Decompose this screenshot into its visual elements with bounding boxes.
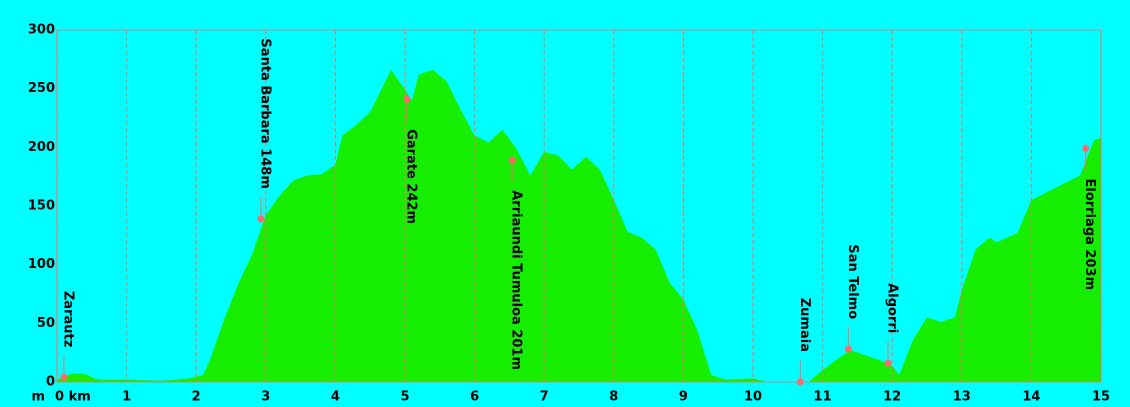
- waypoint-label: Algorri: [885, 283, 900, 333]
- y-tick-label: 200: [28, 140, 55, 155]
- y-tick-label: 0: [46, 375, 55, 390]
- waypoint-label: Zarautz: [60, 291, 75, 347]
- y-tick-label: 150: [28, 199, 55, 214]
- x-tick-label: 9: [679, 390, 688, 405]
- x-tick-label: 1: [122, 390, 131, 405]
- waypoint-label: Garate 242m: [404, 129, 419, 224]
- y-tick-label: 250: [28, 81, 55, 96]
- y-tick-label: 50: [37, 316, 55, 331]
- x-tick-label: 7: [540, 390, 549, 405]
- x-tick-label: 5: [400, 390, 409, 405]
- waypoint-marker: [508, 156, 516, 164]
- x-tick-label: 11: [814, 390, 832, 405]
- waypoint-label: Arriaundi Tumuloa 201m: [509, 190, 524, 370]
- y-tick-label: 100: [28, 257, 55, 272]
- x-tick-label: 8: [609, 390, 618, 405]
- x-tick-label: 6: [470, 390, 479, 405]
- waypoint-label: Santa Barbara 148m: [257, 38, 272, 188]
- x-tick-label: 4: [331, 390, 340, 405]
- x-tick-label: 13: [953, 390, 971, 405]
- waypoint-marker: [257, 215, 265, 223]
- y-tick-label: 300: [28, 23, 55, 38]
- x-tick-label: 10: [744, 390, 762, 405]
- x-tick-label: 2: [192, 390, 201, 405]
- waypoint-label: Elorriaga 203m: [1082, 179, 1097, 291]
- waypoint-label: San Telmo: [845, 244, 860, 319]
- elevation-area: [57, 69, 1101, 382]
- waypoint-marker: [844, 345, 852, 353]
- x-tick-label: 15: [1092, 390, 1110, 405]
- x-tick-label: 14: [1022, 390, 1040, 405]
- waypoint-label: Zumaia: [797, 298, 812, 352]
- waypoint-marker: [796, 378, 804, 386]
- x-tick-label: 3: [261, 390, 270, 405]
- waypoint-marker: [1082, 145, 1090, 153]
- waypoint-marker: [60, 373, 68, 381]
- y-unit: m: [31, 390, 45, 405]
- x-tick-label: 0 km: [55, 390, 91, 405]
- x-tick-label: 12: [883, 390, 901, 405]
- waypoint-marker: [403, 95, 411, 103]
- waypoint-marker: [884, 359, 892, 367]
